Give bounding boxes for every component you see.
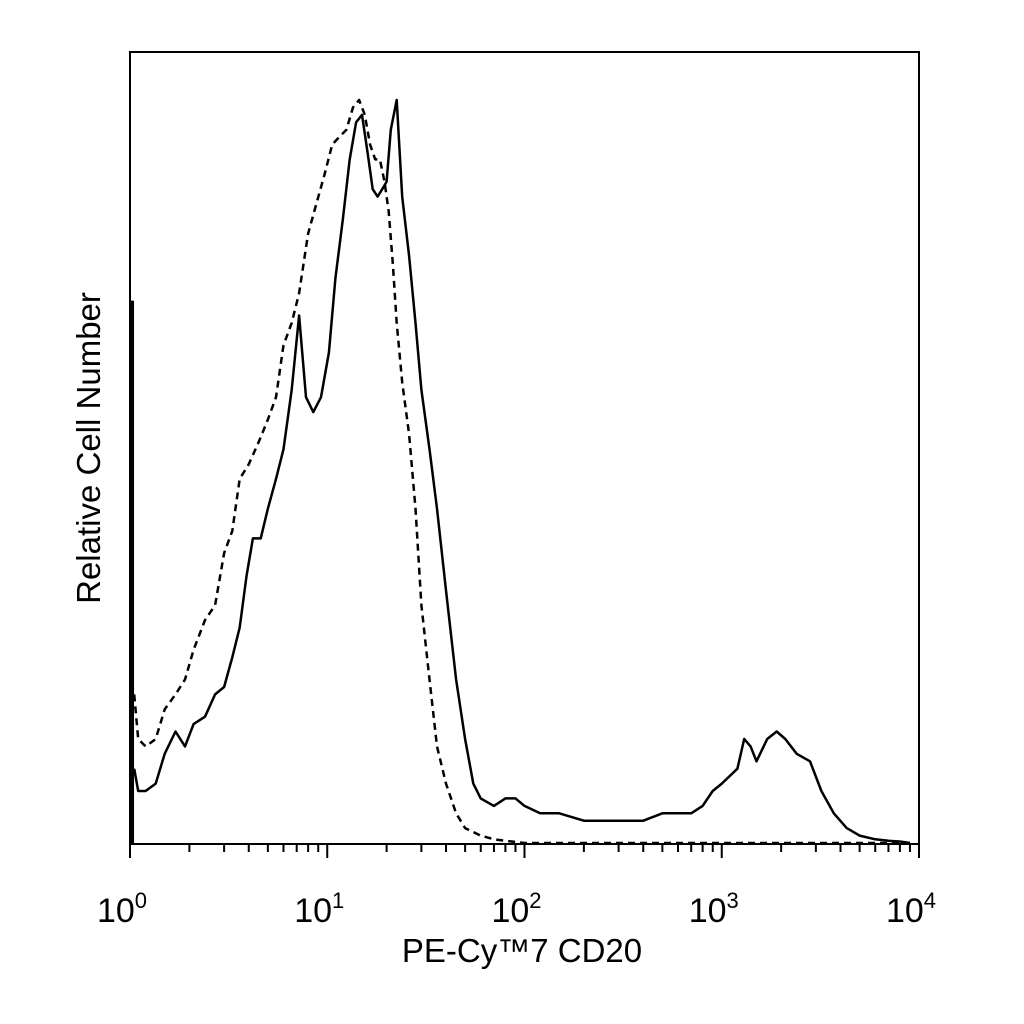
histogram-series-solid [132, 98, 911, 845]
x-tick-label-2: 102 [491, 888, 541, 930]
histogram-series-dashed [132, 98, 910, 845]
x-tick-label-0: 100 [97, 888, 147, 930]
x-tick-label-1: 101 [294, 888, 344, 930]
series-layer [131, 98, 911, 845]
x-tick-label-3: 103 [689, 888, 739, 930]
y-axis-title: Relative Cell Number [70, 292, 107, 604]
x-tick-label-4: 104 [886, 888, 936, 930]
x-axis-title: PE-Cy™7 CD20 [402, 932, 642, 969]
